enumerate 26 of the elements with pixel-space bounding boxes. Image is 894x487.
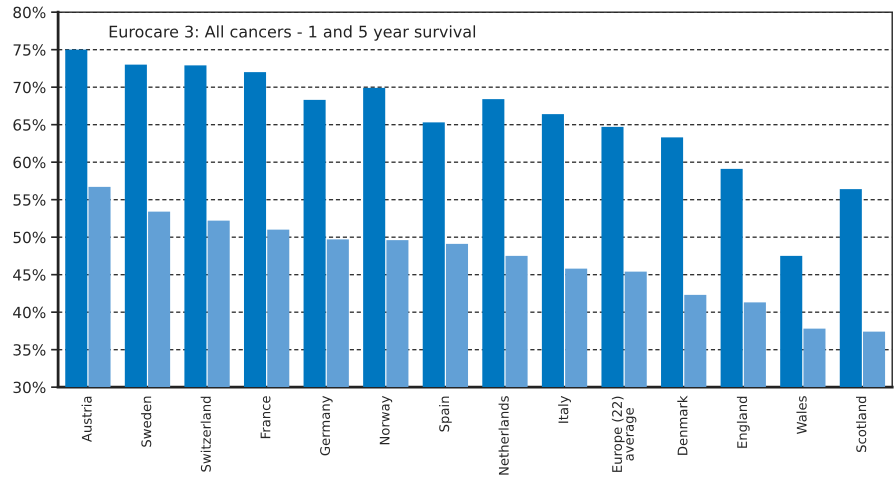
y-tick-label: 50% xyxy=(14,232,46,244)
y-tick-label: 35% xyxy=(14,344,46,356)
y-tick-label: 60% xyxy=(13,156,46,168)
x-tick-label: Europe (22) average xyxy=(612,396,636,472)
x-tick-label: Netherlands xyxy=(498,396,509,475)
y-tick-label: 75% xyxy=(14,44,46,56)
x-tick-label: Denmark xyxy=(677,396,688,455)
text: Eurocare 3: All cancers - 1 and 5 year survival xyxy=(110,25,476,41)
y-tick-label: 30% xyxy=(14,382,46,394)
x-tick-label: Norway xyxy=(380,396,392,444)
x-tick-label: Scotland xyxy=(856,396,866,452)
x-tick-label: England xyxy=(736,396,750,448)
y-tick-label: 55% xyxy=(14,194,46,206)
x-tick-label: Switzerland xyxy=(200,396,211,472)
y-tick-label: 70% xyxy=(14,82,46,94)
x-tick-label: Sweden xyxy=(141,396,152,447)
x-tick-label: France xyxy=(260,396,270,438)
y-tick-label: 40% xyxy=(13,306,46,318)
y-tick-label: 45% xyxy=(13,269,46,281)
y-tick-label: 80% xyxy=(13,6,46,18)
x-tick-label: Wales xyxy=(796,396,807,434)
x-tick-label: Italy xyxy=(558,396,571,423)
x-tick-label: Austria xyxy=(82,396,92,442)
x-tick-label: Spain xyxy=(438,396,452,432)
y-tick-label: 65% xyxy=(13,119,46,131)
x-tick-label: Germany xyxy=(320,396,333,456)
